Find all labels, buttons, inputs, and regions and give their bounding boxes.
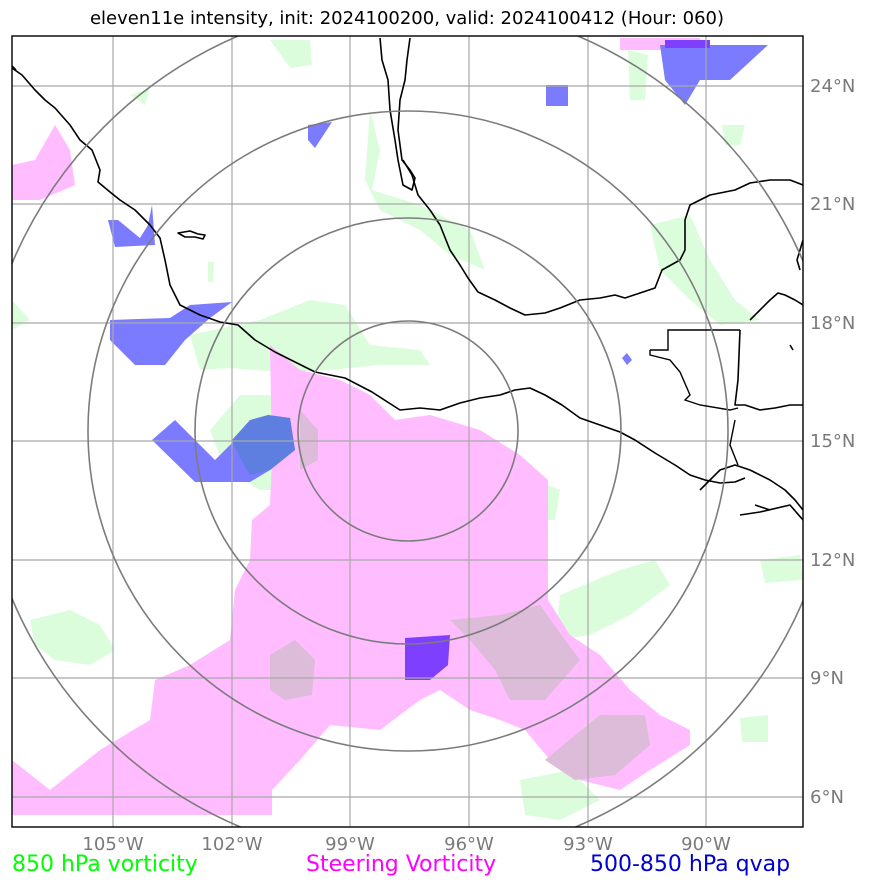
graticule xyxy=(12,36,803,827)
lat-tick: 21°N xyxy=(810,194,855,215)
lon-tick: 90°W xyxy=(681,834,731,855)
qvap-overlap-fill xyxy=(232,415,295,475)
lat-tick: 24°N xyxy=(810,76,855,97)
lat-tick: 15°N xyxy=(810,431,855,452)
steering-vorticity-fill xyxy=(12,38,700,815)
lon-tick: 105°W xyxy=(82,834,143,855)
lon-tick: 93°W xyxy=(563,834,613,855)
map-title: eleven11e intensity, init: 2024100200, v… xyxy=(89,8,725,29)
lon-tick: 99°W xyxy=(325,834,375,855)
borders xyxy=(649,329,740,466)
legend-qvap: 500-850 hPa qvap xyxy=(590,852,791,877)
lat-tick: 9°N xyxy=(810,668,844,689)
lon-tick: 102°W xyxy=(201,834,262,855)
lon-tick-labels: 105°W 102°W 99°W 96°W 93°W 90°W xyxy=(82,834,731,855)
lat-tick: 12°N xyxy=(810,550,855,571)
lat-tick-labels: 24°N 21°N 18°N 15°N 12°N 9°N 6°N xyxy=(810,76,855,808)
distance-rings xyxy=(12,36,803,827)
legend-steering-vorticity: Steering Vorticity xyxy=(306,852,497,877)
lat-tick: 18°N xyxy=(810,313,855,334)
lat-tick: 6°N xyxy=(810,787,844,808)
overlap-fill xyxy=(270,410,650,780)
lon-tick: 96°W xyxy=(444,834,494,855)
legend-850-vorticity: 850 hPa vorticity xyxy=(12,852,198,877)
